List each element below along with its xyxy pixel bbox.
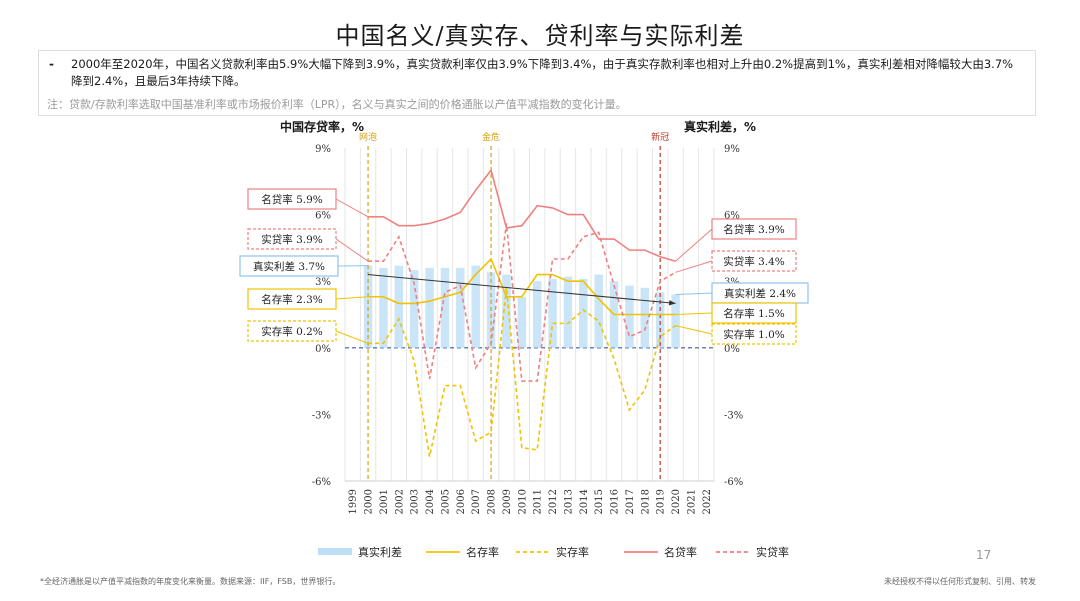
x-tick-label: 2012 [548,489,559,514]
x-tick-label: 1999 [348,489,359,514]
bar-real-spread [456,267,465,348]
legend-label: 名存率 [466,545,499,559]
y-tick-right: 6% [724,211,740,222]
bar-real-spread [532,281,542,348]
bar-real-spread [471,265,480,348]
bar-real-spread [394,265,404,348]
y-tick-right: 0% [724,344,740,355]
annotation-leader [675,312,713,315]
annotation-text: 实存率 1.0% [723,328,785,341]
x-tick-label: 2019 [656,489,667,514]
x-tick-label: 2010 [517,489,528,514]
bar-real-spread [655,292,665,348]
bar-real-spread [502,274,511,348]
bar-real-spread [640,287,650,348]
bar-real-spread [409,270,419,348]
bar-real-spread [625,285,634,348]
y-tick-left: 0% [315,344,331,355]
y-tick-left: -3% [312,410,331,421]
y-tick-left: 3% [315,277,331,288]
footer-copyright: 未经授权不得以任何形式复制、引用、转发 [884,577,1036,586]
legend-label: 名贷率 [664,545,697,559]
annotation-leader [335,330,369,344]
bar-real-spread [594,274,603,348]
annotation-leader [335,198,369,218]
series-line [368,168,676,262]
annotation-text: 真实利差 2.4% [724,287,796,300]
x-tick-label: 2022 [702,489,713,514]
event-label: 金危 [482,131,500,143]
x-tick-label: 2018 [640,489,651,514]
series-line [368,287,677,457]
x-tick-label: 2016 [610,489,621,514]
bar-real-spread [548,278,557,348]
right-axis-title: 真实利差，% [684,120,757,134]
x-tick-label: 2001 [379,489,390,514]
series-line [368,257,676,316]
left-axis-title: 中国存贷率，% [280,120,365,134]
y-tick-right: -3% [724,410,743,421]
x-tick-label: 2002 [394,489,405,514]
x-tick-label: 2017 [625,489,636,514]
bar-real-spread [517,296,527,348]
bar-real-spread [379,267,388,348]
x-tick-label: 2014 [579,489,590,514]
y-tick-right: -6% [724,477,743,488]
annotation-leader [335,296,369,300]
bar-real-spread [363,265,373,348]
annotation-text: 真实利差 3.7% [253,260,325,273]
note-bullet: - [49,57,54,71]
x-tick-label: 2006 [456,489,467,514]
page-number: 17 [976,548,992,562]
series-line [368,223,676,382]
y-tick-left: 9% [315,144,331,155]
x-tick-label: 2008 [487,489,498,514]
x-tick-label: 2009 [502,489,513,514]
x-tick-label: 2015 [594,489,605,514]
event-label: 新冠 [651,131,669,143]
x-tick-label: 2013 [563,489,574,514]
summary-note: - 2000年至2020年，中国名义贷款利率由5.9%大幅下降到3.9%，真实贷… [38,50,1036,116]
legend-swatch [318,548,352,555]
annotation-leader [675,228,713,262]
trend-arrow-line [368,274,676,304]
x-tick-label: 2021 [686,489,697,514]
bar-real-spread [671,294,680,348]
legend-label: 实贷率 [756,545,789,559]
bar-real-spread [579,278,588,348]
annotation-text: 名贷率 3.9% [723,223,785,236]
annotation-leader [675,292,713,296]
y-tick-left: -6% [312,477,331,488]
y-tick-left: 6% [315,211,331,222]
bar-real-spread [563,276,573,348]
annotation-text: 实贷率 3.4% [723,255,785,268]
bar-real-spread [425,267,434,348]
x-tick-label: 2005 [440,489,451,514]
event-label: 网泡 [359,131,377,143]
x-tick-label: 2007 [471,489,482,514]
footer-source: *全经济通胀是以产值平减指数的年度变化来衡量。数据来源：IIF，FSB，世界银行… [40,577,341,586]
annotation-text: 实存率 0.2% [261,325,323,338]
annotation-text: 实贷率 3.9% [261,233,323,246]
note-main-text: 2000年至2020年，中国名义贷款利率由5.9%大幅下降到3.9%，真实贷款利… [71,57,1014,88]
x-tick-label: 2020 [671,489,682,514]
x-tick-label: 2003 [410,489,421,514]
x-tick-label: 2011 [533,489,544,514]
annotation-leader [675,325,713,335]
annotation-leader [675,260,713,273]
annotation-text: 名存率 2.3% [261,293,323,306]
x-tick-label: 2004 [425,489,436,514]
legend-label: 真实利差 [358,545,402,559]
y-tick-right: 9% [724,144,740,155]
x-tick-label: 2000 [364,489,375,514]
page-title: 中国名义/真实存、贷利率与实际利差 [335,22,745,50]
annotation-text: 名存率 1.5% [723,307,785,320]
annotation-text: 名贷率 5.9% [261,193,323,206]
trend-arrow-head [668,300,676,306]
bar-real-spread [440,267,450,348]
annotation-leader [335,238,369,262]
note-sub-text: 注：贷款/存款利率选取中国基准利率或市场报价利率（LPR），名义与真实之间的价格… [47,98,627,111]
legend-label: 实存率 [556,545,589,559]
